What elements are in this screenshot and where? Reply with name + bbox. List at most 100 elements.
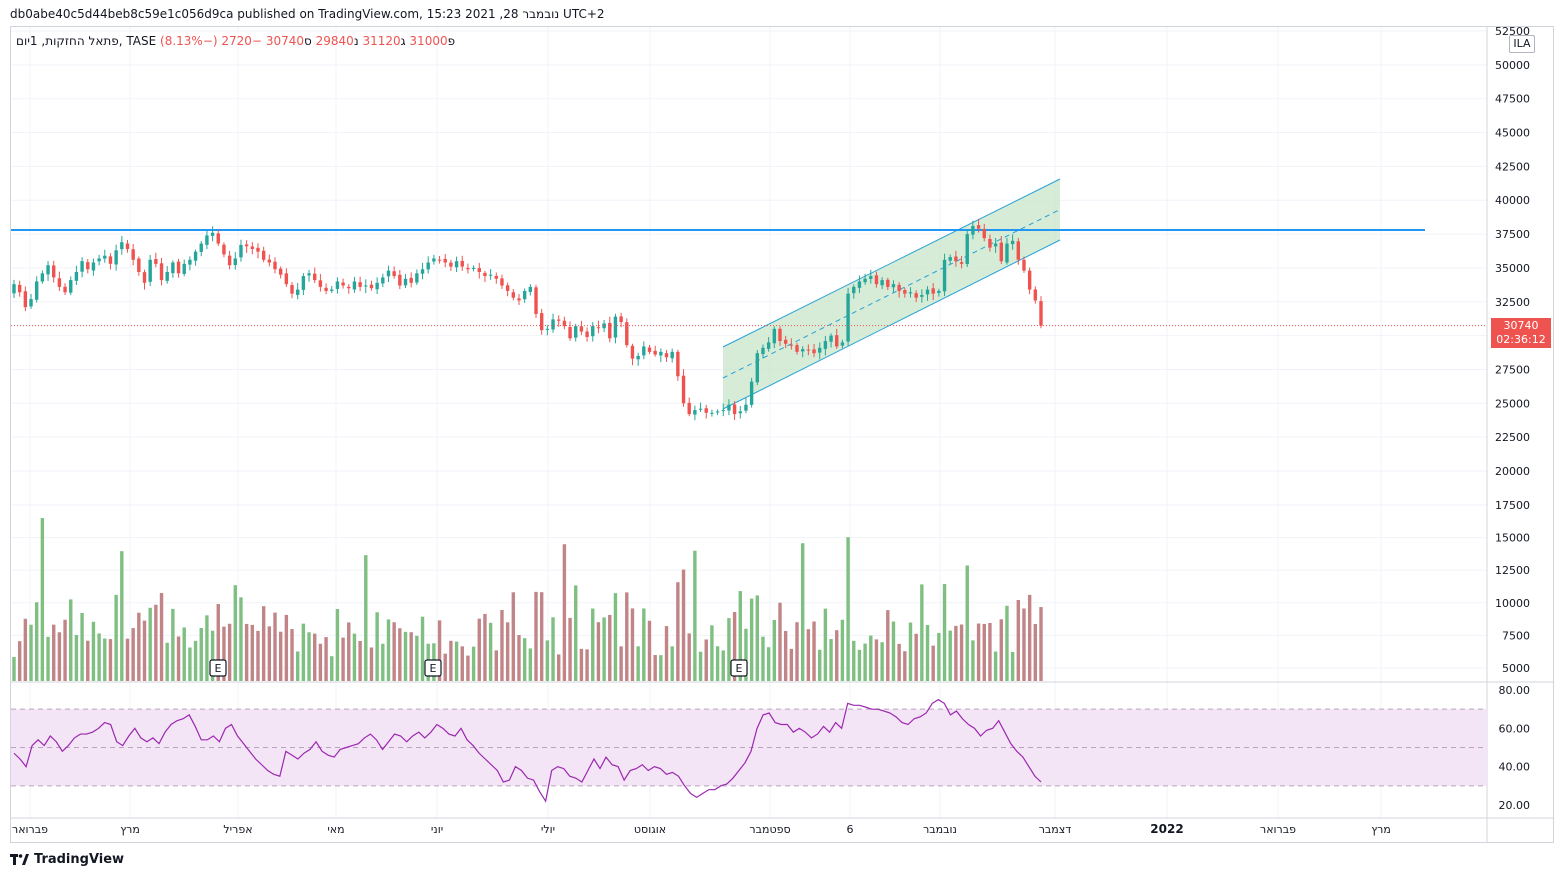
candle-body (602, 323, 606, 329)
volume-bar (131, 628, 135, 681)
volume-bar (528, 648, 533, 681)
candle-body (693, 410, 697, 415)
candle-body (403, 278, 408, 286)
candle-body (34, 281, 39, 300)
rsi-line (13, 698, 1042, 803)
volume-bar (347, 622, 351, 681)
volume-bar (222, 626, 226, 681)
candle-body (398, 274, 402, 286)
candle-body (891, 284, 896, 288)
candle-body (97, 258, 101, 262)
candle-body (381, 277, 385, 284)
volume-bar (17, 641, 22, 681)
volume-bar (398, 628, 402, 681)
earnings-marker-box (730, 659, 748, 677)
volume-bar (920, 584, 924, 681)
volume-bar (642, 608, 646, 681)
candle-body (517, 298, 521, 301)
volume-bar (738, 591, 742, 681)
candle-body (749, 381, 754, 405)
candle-body (80, 261, 84, 272)
volume-bar (886, 610, 890, 681)
volume-bar (715, 646, 720, 681)
volume-bar (880, 642, 884, 681)
volume-bar (52, 624, 56, 681)
volume-bar (704, 639, 708, 681)
volume-bar (120, 551, 124, 681)
time-axis: פברואר מרץ אפריל מאי יוני יולי אוגוסט ספטמבר 6 נו… (12, 822, 1391, 836)
volume-bar (857, 649, 862, 681)
currency-badge[interactable]: ILA (1509, 35, 1535, 53)
candle-body (795, 345, 799, 352)
volume-bar (358, 640, 362, 681)
volume-bar (721, 650, 725, 681)
candle-body (199, 243, 203, 252)
volume-bar (800, 543, 805, 681)
volume-bar (1005, 605, 1009, 681)
candle-body (171, 262, 175, 274)
volume-bar (199, 628, 203, 681)
candle-body (954, 256, 958, 262)
candle-body (12, 284, 16, 294)
volume-bar (324, 637, 328, 681)
candle-body (625, 322, 629, 346)
candle-body (454, 261, 459, 268)
volume-bar (210, 630, 215, 681)
candle-body (676, 351, 680, 377)
candle-body (778, 328, 782, 342)
candle-body (239, 244, 243, 258)
candle-body (761, 347, 765, 355)
candle-body (466, 267, 470, 270)
volume-bar (176, 636, 181, 681)
candle-body (23, 291, 28, 308)
candle-body (386, 270, 391, 277)
volume-bar (256, 630, 260, 681)
candle-body (659, 351, 663, 356)
candle-body (687, 402, 691, 415)
volume-bar (313, 633, 317, 681)
candle-body (925, 289, 930, 295)
candle-body (154, 259, 158, 264)
candle-body (369, 284, 374, 289)
candle-body (40, 273, 45, 282)
volume-bar (778, 602, 782, 681)
candle-body (193, 251, 198, 261)
price-tick-label: 22500 (1495, 431, 1530, 444)
volume-bar (137, 612, 141, 681)
volume-bar (318, 643, 323, 681)
volume-bar (840, 619, 845, 681)
volume-bar (755, 595, 760, 681)
candle-body (227, 255, 232, 266)
volume-bar (97, 633, 101, 681)
volume-bar (188, 647, 192, 681)
candle-body (165, 271, 169, 281)
volume-bar (216, 604, 220, 681)
volume-bar (477, 618, 481, 681)
volume-bar (795, 622, 799, 681)
candle-body (800, 349, 805, 352)
volume-bar (142, 620, 147, 681)
time-tick-label: מאי (327, 823, 344, 836)
volume-bar (250, 624, 255, 681)
candle-body (103, 255, 107, 259)
candle-body (63, 286, 67, 293)
candle-body (562, 320, 567, 327)
volume-bar (341, 637, 345, 681)
legend-title: פתאל החזקות, 1יום, TASE (16, 34, 157, 48)
volume-bar (1027, 594, 1032, 681)
price-tick-label: 37500 (1495, 228, 1530, 241)
volume-bar (676, 582, 680, 681)
volume-bar (625, 592, 629, 681)
candle-body (222, 244, 226, 255)
legend-open-label: פ (447, 34, 456, 48)
volume-bar (534, 591, 538, 681)
volume-bar (829, 639, 833, 681)
volume-bar (511, 592, 516, 681)
tradingview-footer[interactable]: TradingView (10, 852, 124, 867)
candle-body (772, 328, 777, 344)
volume-bar (687, 633, 691, 681)
time-tick-label: מרץ (120, 823, 140, 836)
volume-bar (284, 614, 289, 681)
volume-bar (522, 638, 527, 681)
